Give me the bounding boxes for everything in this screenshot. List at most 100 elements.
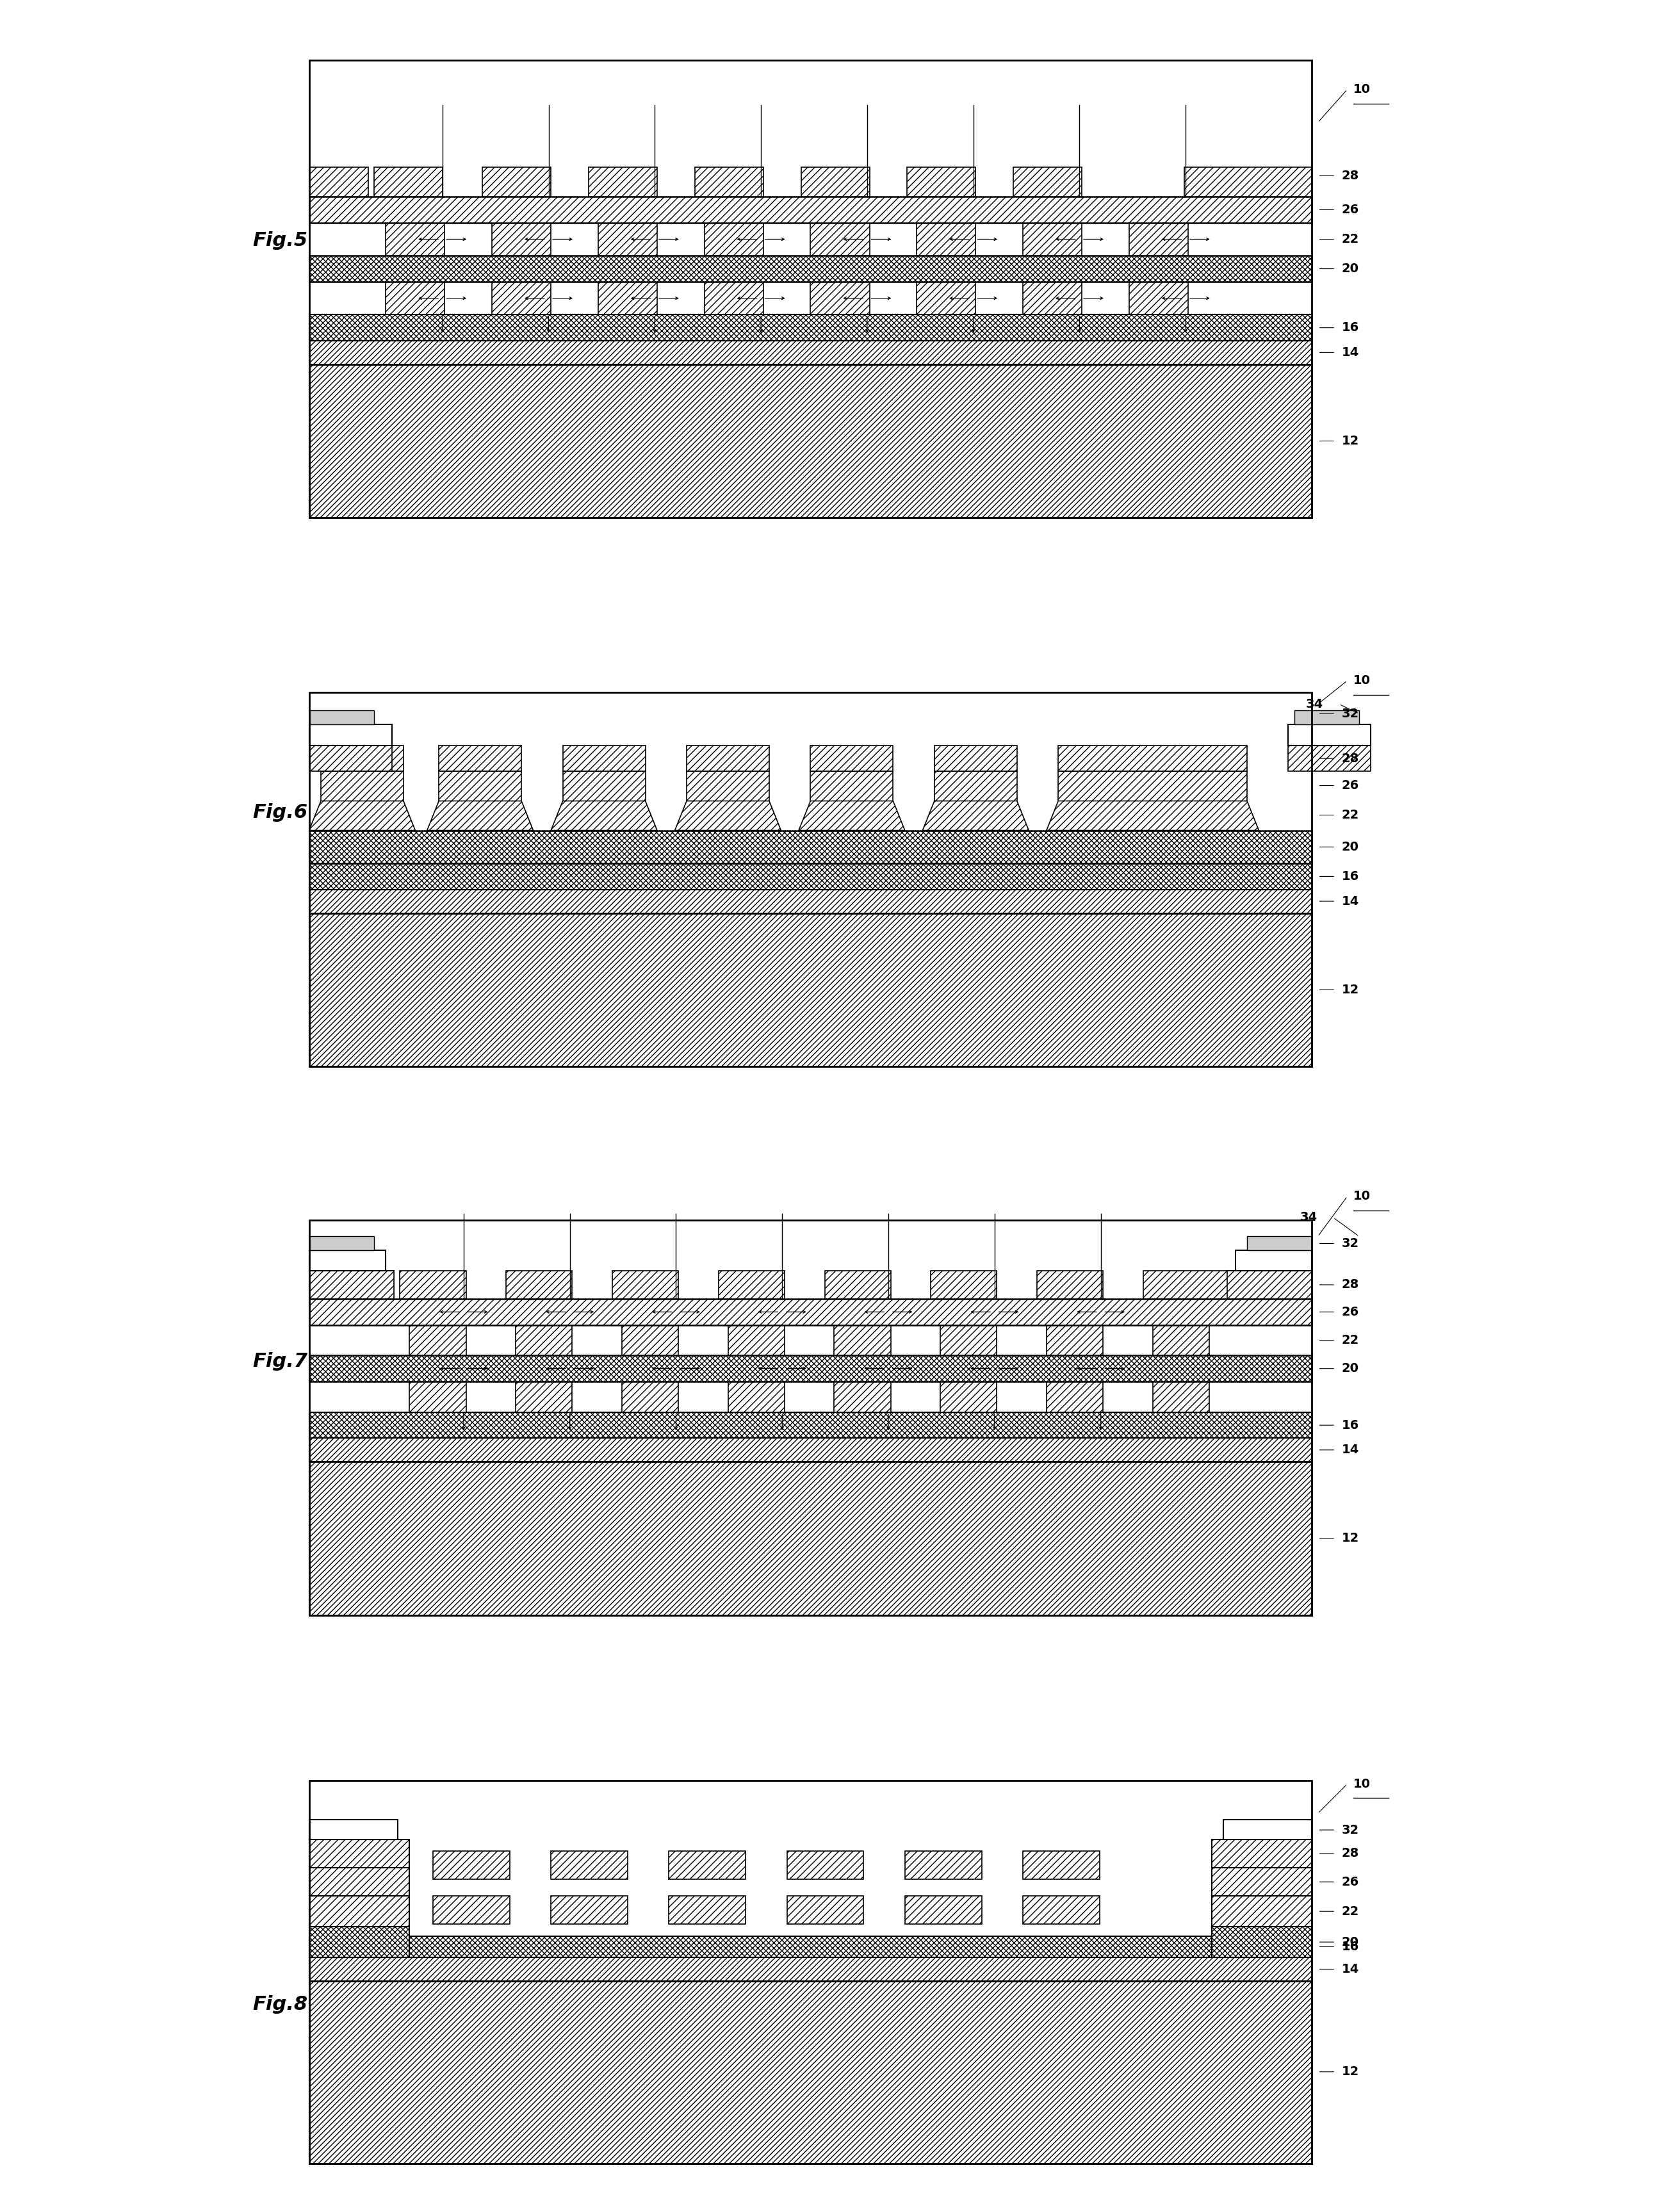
Bar xyxy=(704,223,763,256)
Bar xyxy=(1289,745,1371,772)
Text: 12: 12 xyxy=(1341,1532,1359,1546)
Bar xyxy=(687,772,769,800)
Text: Fig.6: Fig.6 xyxy=(252,804,307,822)
Text: 20: 20 xyxy=(1341,842,1359,853)
Text: 26: 26 xyxy=(1341,1305,1359,1318)
Text: 20: 20 xyxy=(1341,262,1359,275)
Bar xyxy=(704,282,763,315)
Bar xyxy=(1047,1325,1104,1355)
Bar xyxy=(934,772,1016,800)
Bar xyxy=(1152,1382,1210,1412)
Bar xyxy=(309,1412,1312,1438)
Polygon shape xyxy=(427,800,533,831)
Bar xyxy=(551,1852,628,1880)
Text: 12: 12 xyxy=(1341,984,1359,997)
Bar xyxy=(309,745,391,772)
Bar xyxy=(551,1895,628,1924)
Bar xyxy=(1037,1270,1104,1298)
Text: 10: 10 xyxy=(1352,83,1371,96)
Bar xyxy=(1058,772,1247,800)
Bar xyxy=(433,1895,509,1924)
Bar xyxy=(1184,168,1312,197)
Bar xyxy=(1023,282,1082,315)
Bar xyxy=(917,223,976,256)
Bar xyxy=(321,772,403,800)
Bar xyxy=(309,1220,1312,1615)
Text: 10: 10 xyxy=(1352,1777,1371,1790)
Text: 16: 16 xyxy=(1341,321,1359,334)
Bar xyxy=(309,863,1312,890)
Bar xyxy=(1294,710,1359,724)
Text: 14: 14 xyxy=(1341,894,1359,907)
Bar xyxy=(917,282,976,315)
Text: 22: 22 xyxy=(1341,1906,1359,1917)
Text: 34: 34 xyxy=(1300,1211,1317,1224)
Bar xyxy=(410,1382,465,1412)
Text: Fig.7: Fig.7 xyxy=(252,1353,307,1371)
Bar xyxy=(669,1852,746,1880)
Bar xyxy=(833,1325,890,1355)
Bar xyxy=(1013,168,1082,197)
Bar xyxy=(309,710,375,724)
Text: 16: 16 xyxy=(1341,870,1359,883)
Bar xyxy=(516,1382,573,1412)
Bar xyxy=(687,745,769,772)
Bar xyxy=(386,223,445,256)
Text: 14: 14 xyxy=(1341,1445,1359,1456)
Bar xyxy=(400,1270,465,1298)
Bar xyxy=(482,168,551,197)
Bar xyxy=(309,1867,410,1895)
Bar xyxy=(309,1438,1312,1462)
Bar xyxy=(309,1237,375,1250)
Bar xyxy=(309,1956,1312,1981)
Polygon shape xyxy=(922,800,1028,831)
Bar xyxy=(1211,1895,1312,1926)
Bar xyxy=(309,890,1312,914)
Bar xyxy=(309,1926,410,1956)
Bar xyxy=(1289,724,1371,745)
Bar xyxy=(833,1382,890,1412)
Bar xyxy=(438,772,521,800)
Bar xyxy=(309,59,1312,518)
Bar xyxy=(588,168,657,197)
Bar xyxy=(309,1250,386,1270)
Text: 22: 22 xyxy=(1341,234,1359,245)
Bar xyxy=(786,1895,864,1924)
Bar xyxy=(492,223,551,256)
Bar xyxy=(907,168,976,197)
Bar xyxy=(506,1270,573,1298)
Bar xyxy=(309,197,1312,223)
Bar xyxy=(669,1895,746,1924)
Bar xyxy=(1211,1926,1312,1956)
Text: 32: 32 xyxy=(1341,708,1359,719)
Bar xyxy=(309,341,1312,365)
Bar xyxy=(786,1852,864,1880)
Bar xyxy=(309,1838,410,1867)
Bar xyxy=(386,282,445,315)
Bar xyxy=(309,831,1312,863)
Text: Fig.8: Fig.8 xyxy=(252,1996,307,2013)
Text: 20: 20 xyxy=(1341,1937,1359,1948)
Bar xyxy=(934,745,1016,772)
Bar xyxy=(1235,1250,1312,1270)
Bar xyxy=(309,1779,1312,2164)
Bar xyxy=(1058,745,1247,772)
Bar xyxy=(1023,1852,1100,1880)
Bar xyxy=(801,168,870,197)
Bar xyxy=(309,1270,395,1298)
Polygon shape xyxy=(798,800,906,831)
Text: 28: 28 xyxy=(1341,752,1359,765)
Text: 26: 26 xyxy=(1341,780,1359,791)
Polygon shape xyxy=(551,800,657,831)
Text: 26: 26 xyxy=(1341,1876,1359,1889)
Text: 26: 26 xyxy=(1341,203,1359,216)
Bar xyxy=(309,1937,1312,1956)
Bar xyxy=(309,315,1312,341)
Bar xyxy=(906,1895,981,1924)
Bar xyxy=(727,1325,785,1355)
Bar xyxy=(941,1325,996,1355)
Bar xyxy=(1129,223,1188,256)
Polygon shape xyxy=(1047,800,1258,831)
Bar xyxy=(309,693,1312,1067)
Text: 28: 28 xyxy=(1341,1279,1359,1292)
